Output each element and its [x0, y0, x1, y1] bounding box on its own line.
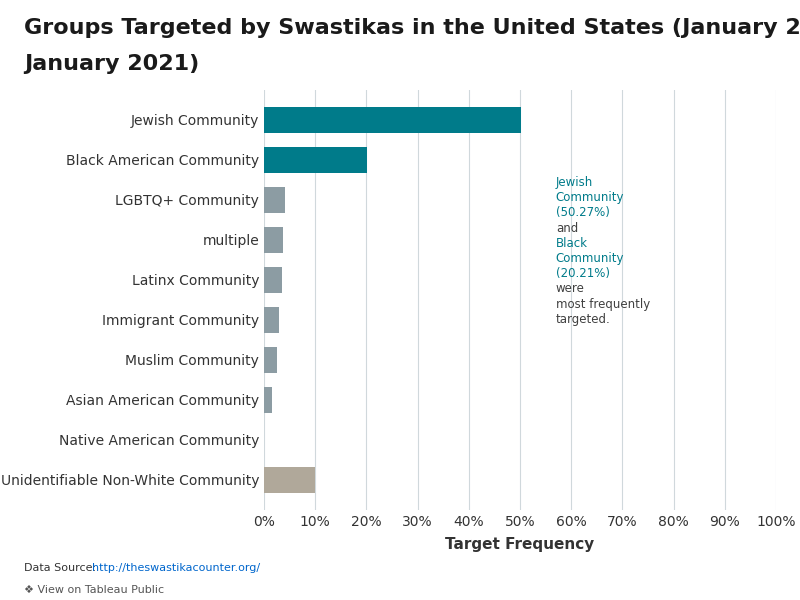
Text: Black: Black: [556, 237, 588, 250]
Text: targeted.: targeted.: [556, 313, 610, 326]
Text: http://theswastikacounter.org/: http://theswastikacounter.org/: [92, 563, 260, 573]
Text: were: were: [556, 283, 585, 295]
Text: and: and: [556, 221, 578, 235]
Text: most frequently: most frequently: [556, 298, 650, 311]
Bar: [264, 307, 279, 333]
Text: Groups Targeted by Swastikas in the United States (January 2016-: Groups Targeted by Swastikas in the Unit…: [24, 18, 800, 38]
Bar: [264, 227, 283, 253]
Bar: [264, 467, 315, 493]
Bar: [264, 147, 367, 173]
Text: (50.27%): (50.27%): [556, 206, 610, 220]
Text: Data Source:: Data Source:: [24, 563, 100, 573]
Bar: [264, 347, 277, 373]
Text: Community: Community: [556, 191, 624, 204]
Text: Jewish: Jewish: [556, 176, 593, 189]
Bar: [264, 187, 285, 213]
X-axis label: Target Frequency: Target Frequency: [446, 537, 594, 552]
Text: ❖ View on Tableau Public: ❖ View on Tableau Public: [24, 585, 164, 595]
Bar: [264, 107, 522, 133]
Bar: [264, 267, 282, 293]
Text: January 2021): January 2021): [24, 54, 199, 74]
Text: (20.21%): (20.21%): [556, 267, 610, 280]
Bar: [264, 387, 272, 413]
Text: Community: Community: [556, 252, 624, 265]
